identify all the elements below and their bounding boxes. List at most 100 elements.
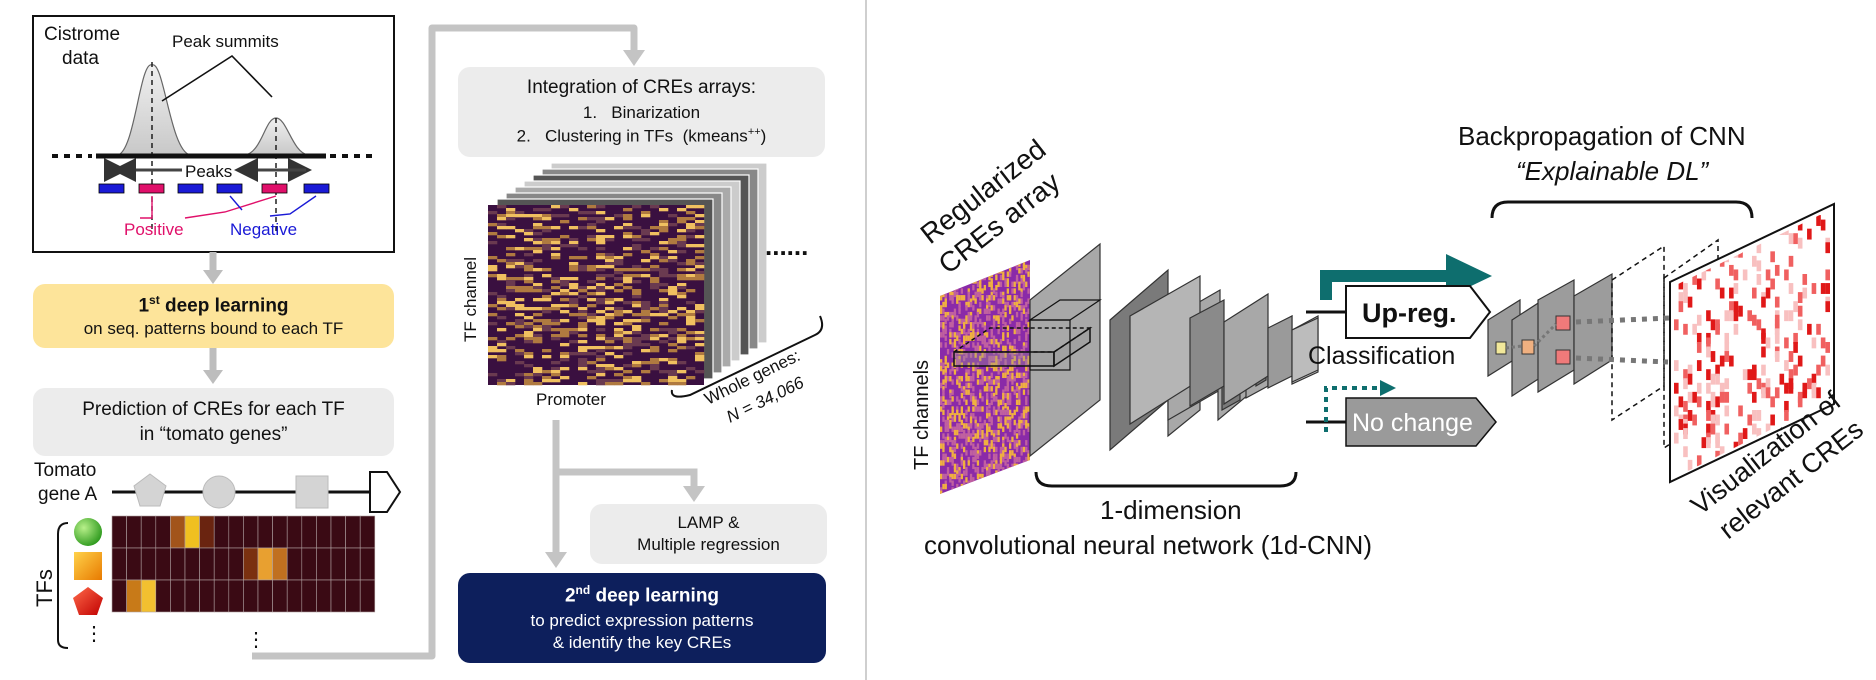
stack-cell: [533, 325, 543, 329]
stack-cell: [686, 211, 696, 215]
viz-array-cell: [1784, 382, 1789, 394]
purple-array-cell: [1022, 490, 1026, 494]
stack-cell: [623, 352, 633, 356]
cre-array-stack: [488, 162, 768, 386]
purple-array-cell: [974, 406, 977, 412]
purple-array-cell: [988, 423, 991, 429]
purple-array-cell: [953, 463, 957, 470]
purple-array-cell: [988, 301, 991, 308]
purple-array-cell: [1018, 261, 1021, 267]
purple-array-cell: [1020, 352, 1023, 358]
purple-array-cell: [956, 315, 959, 321]
purple-array-cell: [1018, 298, 1021, 304]
purple-array-cell: [983, 433, 986, 439]
stack-cell: [542, 208, 552, 212]
purple-array-cell: [1004, 453, 1007, 459]
stack-cell: [605, 352, 615, 356]
purple-array-cell: [965, 318, 968, 325]
stack-cell: [668, 373, 678, 377]
integration-item-2-end: ): [760, 126, 767, 146]
purple-array-cell: [949, 423, 952, 429]
stack-cell: [659, 307, 669, 311]
purple-array-cell: [983, 335, 986, 341]
viz-array-cell: [1733, 301, 1739, 313]
viz-array-cell: [1715, 437, 1720, 449]
purple-array-cell: [951, 446, 954, 453]
purple-array-cell: [944, 399, 947, 405]
stack-cell: [632, 280, 642, 284]
purple-array-cell: [963, 413, 966, 419]
stack-cell: [524, 247, 534, 251]
viz-array-cell: [1719, 391, 1725, 403]
prediction-line-2: in “tomato genes”: [139, 423, 288, 445]
stack-cell: [596, 265, 606, 269]
purple-array-cell: [1002, 308, 1005, 314]
second-dl-title: 2: [564, 585, 576, 607]
stack-cell: [524, 364, 534, 368]
heatmap-cell: [330, 547, 346, 581]
purple-array-cell: [988, 453, 991, 459]
stack-cell: [524, 214, 534, 218]
purple-array-cell: [1009, 490, 1012, 494]
stack-cell: [650, 346, 660, 350]
purple-array-cell: [956, 409, 959, 416]
purple-array-cell: [1015, 369, 1019, 375]
purple-array-cell: [1004, 419, 1007, 426]
stack-cell: [695, 310, 705, 314]
purple-array-cell: [1027, 477, 1030, 483]
purple-array-cell: [953, 288, 957, 294]
purple-array-cell: [981, 288, 984, 294]
stack-cell: [551, 337, 561, 341]
stack-cell: [515, 229, 525, 233]
viz-array-cell: [1715, 364, 1720, 376]
viz-array-cell: [1696, 278, 1702, 290]
purple-array-cell: [999, 409, 1003, 416]
stack-cell: [497, 235, 507, 239]
backprop-link: [1532, 322, 1558, 348]
purple-array-cell: [1002, 436, 1005, 443]
purple-array-cell: [986, 433, 989, 439]
stack-cell: [506, 277, 516, 281]
viz-array-cell: [1770, 396, 1775, 408]
purple-array-cell: [1027, 487, 1030, 493]
stack-cell: [614, 214, 624, 218]
purple-array-cell: [1013, 295, 1016, 301]
integration-item-2-sup: ++: [747, 126, 761, 139]
purple-array-cell: [976, 426, 980, 432]
purple-array-cell: [1018, 423, 1021, 429]
stack-cell: [560, 334, 570, 338]
stack-cell: [542, 322, 552, 326]
purple-array-cell: [983, 332, 986, 338]
purple-array-cell: [1022, 278, 1026, 284]
stack-cell: [686, 244, 696, 248]
viz-array-cell: [1793, 332, 1798, 344]
stack-cell: [515, 247, 525, 251]
heatmap-cell: [243, 579, 259, 613]
upreg-node: [1345, 285, 1492, 339]
stack-cell: [506, 382, 516, 386]
stack-cell: [560, 235, 570, 239]
purple-array-cell: [942, 386, 945, 392]
nochange-arrowhead: [1380, 380, 1396, 396]
stack-cell: [488, 304, 498, 308]
purple-array-cell: [1009, 261, 1012, 267]
stack-cell: [641, 268, 651, 272]
viz-array-cell: [1683, 369, 1688, 381]
purple-array-cell: [1006, 480, 1009, 486]
purple-array-cell: [997, 359, 1000, 365]
purple-array-cell: [986, 382, 989, 389]
purple-array-cell: [958, 467, 961, 473]
purple-array-cell: [979, 264, 982, 271]
stack-cell: [497, 298, 507, 302]
purple-array-cell: [951, 487, 954, 493]
stack-cell: [578, 334, 588, 338]
purple-array-cell: [999, 453, 1003, 459]
purple-array-cell: [1015, 278, 1019, 284]
stack-cell: [668, 292, 678, 296]
purple-array-cell: [1004, 402, 1007, 409]
purple-array-cell: [951, 311, 954, 318]
stack-cell: [659, 268, 669, 272]
stack-cell: [623, 214, 633, 218]
purple-array-cell: [956, 332, 959, 338]
